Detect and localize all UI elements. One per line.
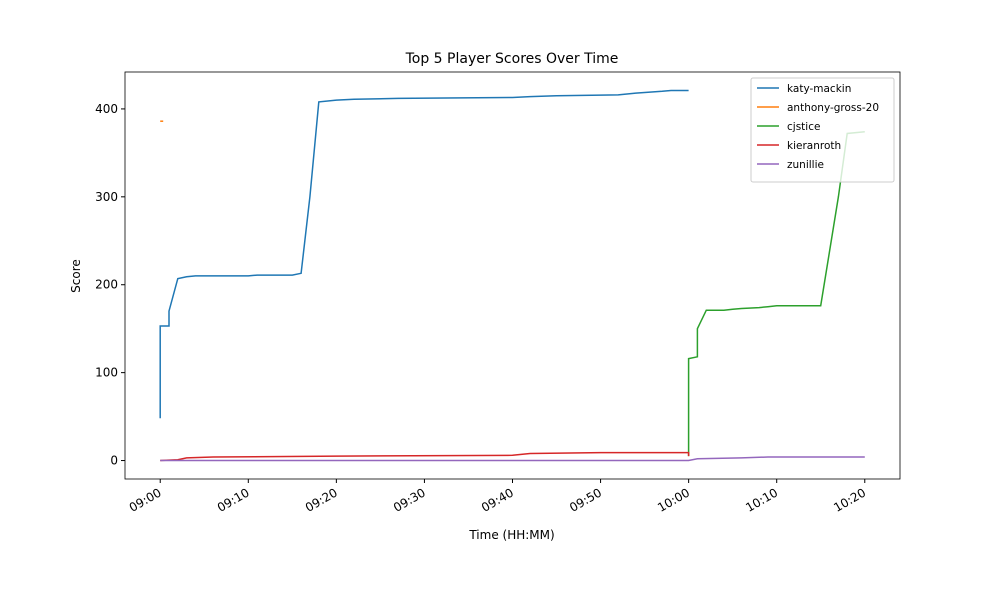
x-tick-label: 09:30: [391, 485, 428, 514]
series-line: [687, 131, 865, 457]
legend-box: [750, 77, 895, 183]
x-tick-label: 09:50: [567, 485, 604, 514]
plot-area: [159, 89, 865, 462]
legend-label: cjstice: [787, 121, 820, 133]
y-tick-label: 200: [95, 278, 118, 292]
series-line: [160, 456, 865, 462]
y-tick-label: 0: [110, 454, 118, 468]
chart-title: Top 5 Player Scores Over Time: [405, 51, 619, 67]
x-tick-label: 10:00: [655, 485, 692, 514]
series-line: [159, 89, 689, 419]
x-tick-label: 10:20: [831, 485, 868, 514]
axes-frame: [124, 71, 901, 480]
x-axis-label: Time (HH:MM): [468, 528, 554, 542]
series-line: [160, 451, 690, 462]
y-axis-label: Score: [69, 259, 83, 293]
y-tick-label: 300: [95, 190, 118, 204]
y-tick-label: 400: [95, 102, 118, 116]
x-tick-label: 09:10: [215, 485, 252, 514]
x-tick-label: 09:00: [127, 485, 164, 514]
y-tick-label: 100: [95, 366, 118, 380]
x-tick-label: 09:40: [479, 485, 516, 514]
legend-label: zunillie: [787, 159, 824, 171]
legend-label: kieranroth: [787, 140, 841, 152]
legend-label: katy-mackin: [787, 83, 851, 95]
x-tick-label: 10:10: [743, 485, 780, 514]
legend-label: anthony-gross-20: [787, 102, 879, 114]
x-tick-label: 09:20: [303, 485, 340, 514]
